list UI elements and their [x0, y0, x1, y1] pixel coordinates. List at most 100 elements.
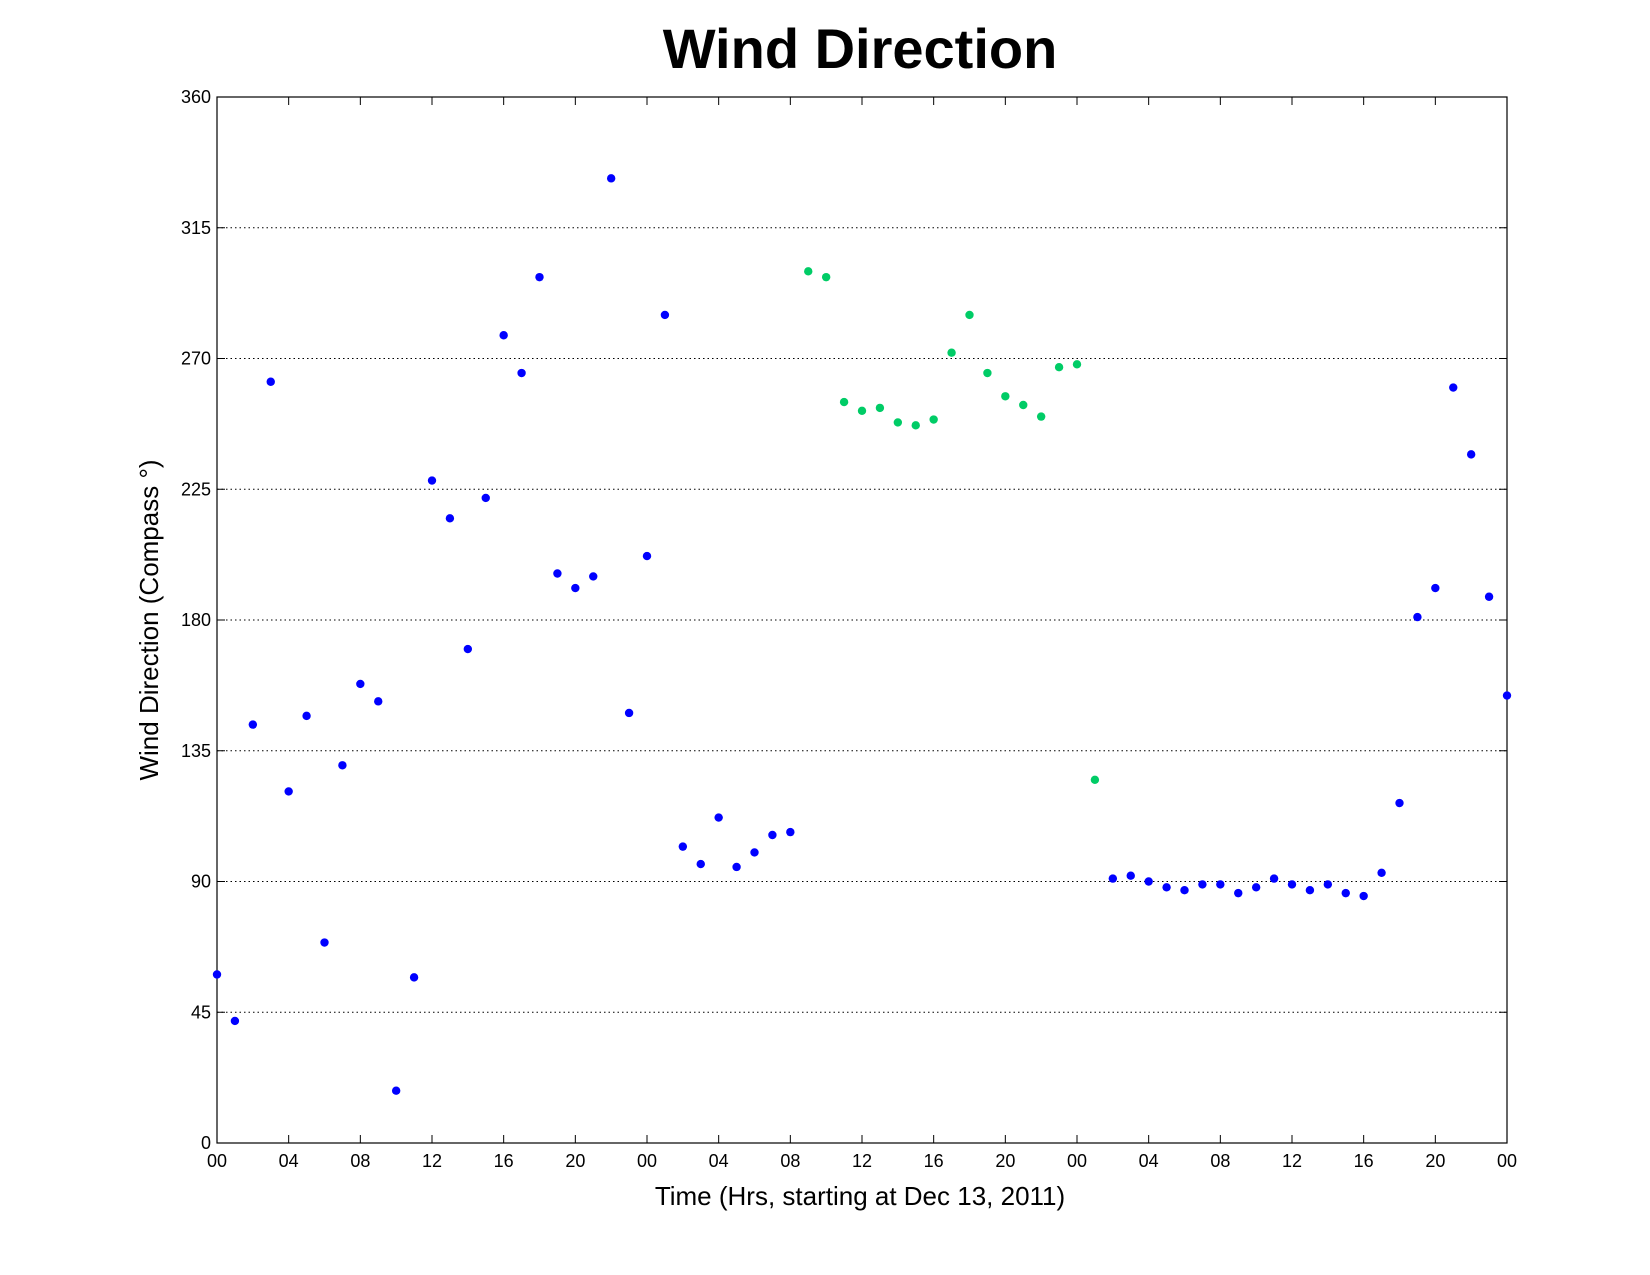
data-point-blue — [1162, 883, 1171, 892]
data-point-blue — [1216, 880, 1225, 889]
data-point-blue — [356, 679, 365, 689]
grid-lines — [217, 227, 1507, 1013]
data-point-green — [983, 368, 992, 378]
data-point-green — [1019, 400, 1028, 410]
x-tick-label: 08 — [780, 1151, 800, 1171]
data-point-green — [821, 272, 831, 282]
data-point-blue — [768, 830, 777, 840]
x-tick-label: 16 — [1354, 1151, 1374, 1171]
data-point-blue — [1484, 592, 1494, 601]
data-point-blue — [230, 1016, 240, 1026]
data-point-blue — [571, 583, 580, 593]
data-point-blue — [320, 938, 329, 947]
data-point-blue — [535, 272, 544, 282]
data-point-blue — [463, 644, 473, 654]
axis-ticks — [216, 96, 1508, 1144]
data-point-blue — [517, 368, 526, 378]
data-point-blue — [732, 862, 741, 872]
data-point-blue — [1449, 383, 1458, 392]
data-point-blue — [1466, 450, 1476, 459]
data-point-blue — [302, 711, 311, 721]
data-points — [212, 174, 1512, 1095]
y-tick-label: 270 — [181, 349, 211, 369]
chart-title: Wind Direction — [663, 17, 1058, 80]
data-point-blue — [1305, 886, 1315, 895]
x-axis-label: Time (Hrs, starting at Dec 13, 2011) — [655, 1181, 1065, 1211]
data-point-green — [1036, 412, 1046, 421]
data-point-green — [965, 310, 974, 320]
x-tick-label: 12 — [422, 1151, 442, 1171]
data-point-blue — [642, 551, 652, 561]
data-point-blue — [1341, 888, 1350, 898]
data-point-green — [839, 397, 849, 407]
y-tick-label: 45 — [191, 1002, 211, 1022]
x-tick-label: 00 — [1067, 1151, 1087, 1171]
data-point-blue — [1126, 871, 1135, 880]
data-point-blue — [445, 514, 455, 523]
data-point-blue — [696, 859, 705, 869]
data-point-blue — [1180, 886, 1189, 895]
x-tick-label: 00 — [207, 1151, 227, 1171]
x-tick-label: 16 — [494, 1151, 514, 1171]
data-point-blue — [1269, 874, 1279, 883]
y-axis-label: Wind Direction (Compass °) — [134, 459, 164, 780]
data-point-blue — [1198, 880, 1207, 889]
data-point-blue — [714, 813, 723, 822]
data-point-blue — [212, 970, 222, 979]
x-tick-label: 20 — [1425, 1151, 1445, 1171]
y-tick-label: 225 — [181, 479, 211, 499]
y-tick-labels: 0 45 90 135 180 225 270 315 360 — [181, 87, 211, 1153]
data-point-blue — [1359, 891, 1368, 901]
data-point-blue — [409, 973, 419, 982]
data-point-blue — [660, 310, 670, 320]
data-point-green — [1001, 392, 1010, 401]
data-point-blue — [606, 174, 616, 183]
data-point-blue — [374, 697, 383, 706]
y-tick-label: 315 — [181, 218, 211, 238]
data-point-blue — [1108, 874, 1118, 883]
data-point-blue — [1413, 612, 1422, 622]
data-point-blue — [1431, 583, 1440, 593]
y-tick-label: 0 — [201, 1133, 211, 1153]
data-point-blue — [481, 493, 490, 503]
data-point-blue — [284, 787, 293, 796]
data-point-blue — [1144, 877, 1153, 886]
data-point-blue — [624, 708, 634, 718]
data-point-blue — [786, 827, 795, 837]
data-point-green — [804, 267, 813, 276]
x-tick-label: 16 — [924, 1151, 944, 1171]
data-point-blue — [1377, 868, 1386, 877]
data-point-blue — [553, 569, 562, 578]
x-tick-label: 08 — [1210, 1151, 1230, 1171]
x-tick-label: 04 — [1139, 1151, 1159, 1171]
data-point-blue — [499, 331, 508, 340]
x-tick-label: 20 — [995, 1151, 1015, 1171]
data-point-green — [911, 421, 920, 430]
x-tick-label: 12 — [852, 1151, 872, 1171]
x-tick-label: 12 — [1282, 1151, 1302, 1171]
data-point-blue — [678, 842, 688, 851]
data-point-green — [1054, 363, 1064, 372]
data-point-green — [893, 418, 903, 427]
x-tick-label: 00 — [637, 1151, 657, 1171]
data-point-blue — [1234, 888, 1243, 898]
data-point-blue — [1251, 883, 1261, 892]
y-tick-label: 90 — [191, 872, 211, 892]
y-tick-label: 135 — [181, 741, 211, 761]
data-point-green — [875, 403, 885, 413]
data-point-blue — [391, 1086, 401, 1095]
x-tick-label: 20 — [565, 1151, 585, 1171]
data-point-blue — [248, 720, 258, 729]
x-tick-labels: 00 04 08 12 16 20 00 04 08 12 16 20 00 04 08 12 16 20 00 — [207, 1151, 1517, 1171]
data-point-blue — [266, 377, 275, 386]
data-point-blue — [1323, 880, 1333, 889]
data-point-blue — [589, 572, 598, 581]
data-point-green — [929, 415, 938, 424]
x-tick-label: 04 — [709, 1151, 729, 1171]
data-point-blue — [1502, 691, 1512, 700]
x-tick-label: 00 — [1497, 1151, 1517, 1171]
data-point-green — [1090, 775, 1100, 785]
x-tick-label: 08 — [350, 1151, 370, 1171]
data-point-blue — [1395, 798, 1404, 808]
